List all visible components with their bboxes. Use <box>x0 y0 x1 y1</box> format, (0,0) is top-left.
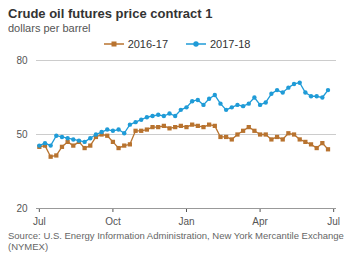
svg-text:Apr: Apr <box>252 216 268 227</box>
svg-text:Jul: Jul <box>33 216 46 227</box>
svg-text:Oct: Oct <box>105 216 121 227</box>
html-text:dollars per barrel: dollars per barrel <box>8 22 91 34</box>
svg-text:20: 20 <box>16 203 28 214</box>
html-text:Crude oil futures price contra: Crude oil futures price contract 1 <box>8 6 213 21</box>
svg-text:Jan: Jan <box>178 216 194 227</box>
html-text:2016-17: 2016-17 <box>127 38 168 50</box>
svg-text:80: 80 <box>16 55 28 66</box>
html-text:Source: U.S. Energy Informatio: Source: U.S. Energy Information Administ… <box>8 230 344 252</box>
svg-text:50: 50 <box>16 129 28 140</box>
html-text:2017-18: 2017-18 <box>210 38 251 50</box>
svg-text:Jul: Jul <box>327 216 340 227</box>
